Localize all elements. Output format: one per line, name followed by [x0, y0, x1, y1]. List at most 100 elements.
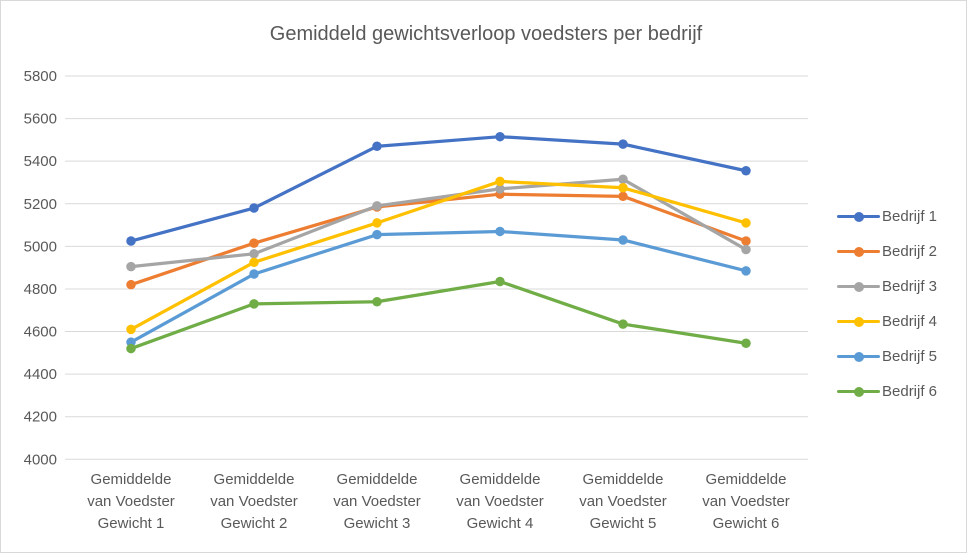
- chart-title: Gemiddeld gewichtsverloop voedsters per …: [269, 23, 703, 45]
- data-point-bedrijf-4: [618, 183, 628, 193]
- data-point-bedrijf-1: [249, 203, 259, 213]
- x-axis-label-line: Gewicht 1: [98, 515, 165, 532]
- x-axis-label-line: Gemiddelde: [460, 471, 541, 488]
- legend-line-marker-icon: [837, 211, 880, 222]
- series-bedrijf-5: [126, 226, 751, 347]
- data-point-bedrijf-6: [372, 296, 382, 307]
- x-axis-label-line: Gewicht 2: [221, 515, 288, 532]
- series-line-bedrijf-1: [129, 135, 748, 243]
- legend-label: Bedrijf 3: [882, 278, 938, 295]
- series-line-bedrijf-4: [129, 179, 748, 332]
- data-point-bedrijf-1: [618, 139, 628, 149]
- y-tick-label: 5600: [24, 111, 57, 128]
- legend-item-bedrijf-2: Bedrijf 2: [837, 234, 937, 269]
- data-point-bedrijf-3: [126, 261, 136, 272]
- y-tick-label: 5000: [24, 238, 57, 255]
- legend-item-bedrijf-3: Bedrijf 3: [837, 269, 937, 304]
- data-point-bedrijf-5: [741, 266, 751, 276]
- data-point-bedrijf-5: [249, 269, 259, 279]
- data-point-bedrijf-4: [126, 324, 136, 335]
- legend-item-bedrijf-1: Bedrijf 1: [837, 199, 937, 234]
- y-tick-label: 5400: [24, 153, 57, 170]
- data-point-bedrijf-6: [495, 276, 505, 287]
- x-axis-label-line: Gemiddelde: [91, 471, 172, 488]
- x-axis-label-line: van Voedster: [87, 493, 175, 510]
- data-point-bedrijf-4: [741, 218, 751, 228]
- legend-label: Bedrijf 4: [882, 313, 938, 330]
- legend-line-marker-icon: [837, 386, 880, 397]
- series-bedrijf-4: [126, 176, 751, 335]
- legend-line-marker-icon: [837, 246, 880, 257]
- series-line-bedrijf-2: [129, 192, 748, 287]
- legend-line-marker-icon: [837, 351, 880, 362]
- data-point-bedrijf-2: [249, 238, 259, 248]
- data-point-bedrijf-6: [126, 343, 136, 354]
- data-point-bedrijf-3: [618, 174, 628, 185]
- data-point-bedrijf-3: [741, 244, 751, 255]
- data-point-bedrijf-2: [126, 279, 136, 290]
- data-point-bedrijf-6: [618, 319, 628, 329]
- data-point-bedrijf-4: [495, 176, 505, 187]
- series-bedrijf-2: [126, 189, 751, 290]
- legend-label: Bedrijf 6: [882, 383, 938, 400]
- series-bedrijf-6: [126, 276, 751, 354]
- y-tick-label: 5200: [24, 196, 57, 213]
- series-line-bedrijf-6: [129, 279, 748, 351]
- x-axis-label-line: Gewicht 6: [713, 515, 780, 532]
- data-point-bedrijf-6: [249, 299, 259, 309]
- legend-label: Bedrijf 1: [882, 208, 938, 225]
- legend-line-marker-icon: [837, 316, 880, 327]
- series-line-bedrijf-3: [129, 177, 748, 269]
- y-tick-label: 5800: [24, 68, 57, 85]
- x-axis-label-line: van Voedster: [456, 493, 544, 510]
- legend: Bedrijf 1 Bedrijf 2 Bedrijf 3 Bedrijf 4 Bedr…: [837, 199, 937, 409]
- data-point-bedrijf-2: [618, 191, 628, 202]
- legend-line-marker-icon: [837, 281, 880, 292]
- legend-label: Bedrijf 2: [882, 243, 938, 260]
- series-bedrijf-1: [126, 131, 751, 246]
- x-axis-label-line: Gewicht 4: [467, 515, 534, 532]
- data-point-bedrijf-1: [495, 131, 505, 142]
- data-point-bedrijf-1: [741, 166, 751, 176]
- y-tick-label: 4000: [24, 451, 57, 468]
- x-axis-label-line: van Voedster: [702, 493, 790, 510]
- y-tick-label: 4400: [24, 366, 57, 383]
- data-point-bedrijf-5: [618, 235, 628, 245]
- y-tick-label: 4200: [24, 409, 57, 426]
- y-tick-label: 4800: [24, 281, 57, 298]
- data-point-bedrijf-6: [741, 338, 751, 348]
- data-point-bedrijf-1: [372, 141, 382, 152]
- x-axis-label-line: Gemiddelde: [706, 471, 787, 488]
- data-point-bedrijf-3: [372, 201, 382, 211]
- legend-item-bedrijf-4: Bedrijf 4: [837, 304, 937, 339]
- x-axis-label: Gemiddelde van Voedster Gewicht 5: [579, 471, 667, 532]
- data-point-bedrijf-4: [249, 257, 259, 268]
- y-tick-label: 4600: [24, 324, 57, 341]
- data-point-bedrijf-3: [495, 184, 505, 194]
- data-point-bedrijf-1: [126, 236, 136, 246]
- x-axis-label-line: van Voedster: [210, 493, 298, 510]
- legend-label: Bedrijf 5: [882, 348, 938, 365]
- series-bedrijf-3: [126, 174, 751, 272]
- x-axis-label: Gemiddelde van Voedster Gewicht 6: [702, 471, 790, 532]
- x-axis-label-line: Gemiddelde: [337, 471, 418, 488]
- legend-item-bedrijf-6: Bedrijf 6: [837, 374, 937, 409]
- data-point-bedrijf-4: [372, 218, 382, 228]
- x-axis-label-line: van Voedster: [333, 493, 421, 510]
- legend-item-bedrijf-5: Bedrijf 5: [837, 339, 937, 374]
- x-axis-label-line: Gemiddelde: [583, 471, 664, 488]
- x-axis-label: Gemiddelde van Voedster Gewicht 3: [333, 471, 421, 532]
- data-point-bedrijf-3: [249, 249, 259, 259]
- x-axis-label-line: van Voedster: [579, 493, 667, 510]
- data-point-bedrijf-2: [741, 236, 751, 246]
- series-line-bedrijf-5: [129, 229, 748, 344]
- x-axis-label: Gemiddelde van Voedster Gewicht 1: [87, 471, 175, 532]
- x-axis-label: Gemiddelde van Voedster Gewicht 2: [210, 471, 298, 532]
- data-point-bedrijf-5: [372, 229, 382, 240]
- x-axis-label-line: Gewicht 3: [344, 515, 411, 532]
- data-point-bedrijf-5: [495, 226, 505, 237]
- x-axis-label: Gemiddelde van Voedster Gewicht 4: [456, 471, 544, 532]
- x-axis-label-line: Gewicht 5: [590, 515, 657, 532]
